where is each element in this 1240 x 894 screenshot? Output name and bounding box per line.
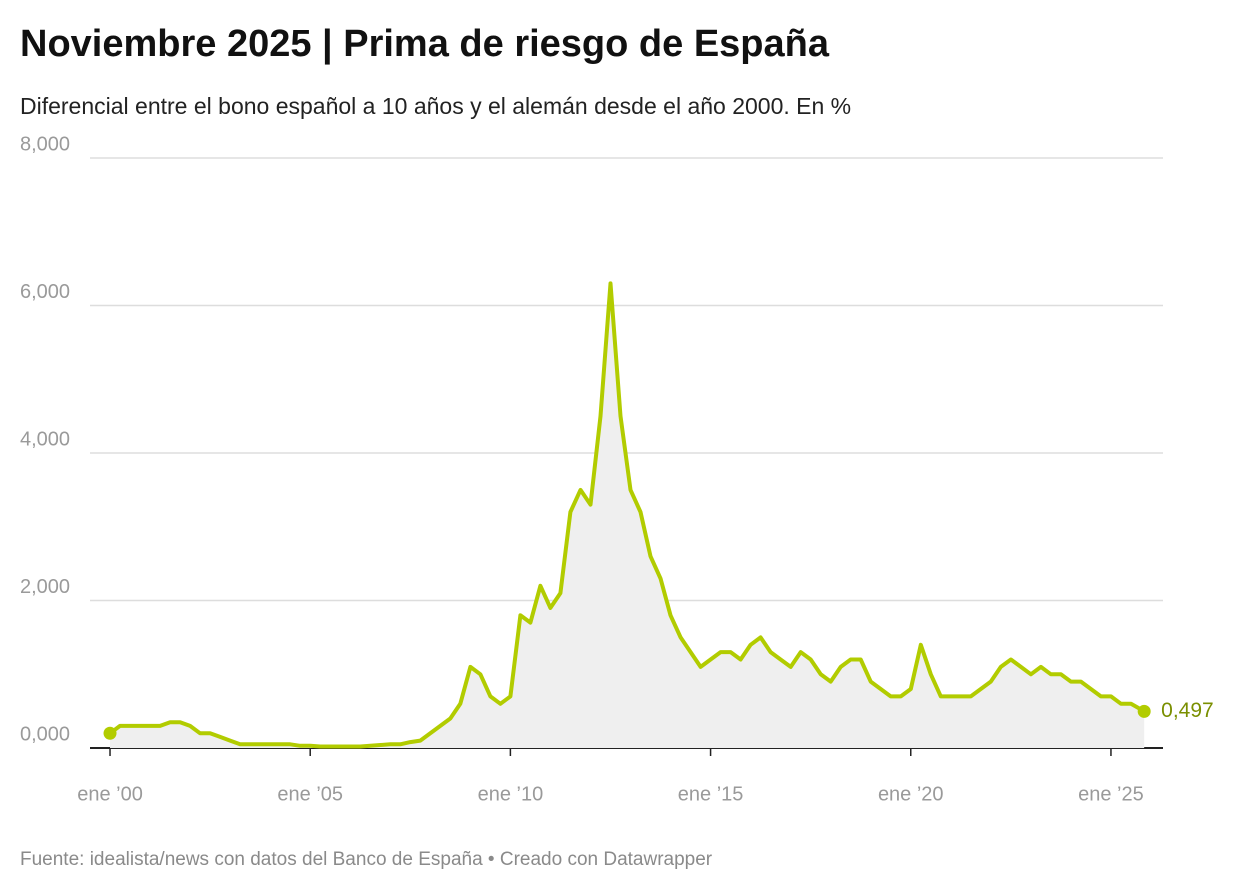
end-dot <box>1137 704 1151 718</box>
y-tick-label: 0,000 <box>20 723 70 745</box>
start-dot <box>103 726 117 740</box>
x-tick-label: ene ’25 <box>1078 783 1144 805</box>
source-note: Fuente: idealista/news con datos del Ban… <box>20 849 713 870</box>
y-tick-label: 6,000 <box>20 281 70 303</box>
area-fill <box>110 283 1145 748</box>
x-tick-label: ene ’10 <box>478 783 544 805</box>
x-tick-label: ene ’20 <box>878 783 944 805</box>
end-value-label: 0,497 <box>1161 699 1214 722</box>
y-tick-label: 8,000 <box>20 133 70 155</box>
x-tick-label: ene ’15 <box>678 783 744 805</box>
x-tick-label: ene ’00 <box>77 783 143 805</box>
y-tick-label: 2,000 <box>20 576 70 598</box>
x-tick-label: ene ’05 <box>277 783 343 805</box>
y-tick-label: 4,000 <box>20 428 70 450</box>
chart-title: Noviembre 2025 | Prima de riesgo de Espa… <box>20 23 830 65</box>
line-series <box>108 281 1146 749</box>
chart-subtitle: Diferencial entre el bono español a 10 a… <box>20 93 851 119</box>
